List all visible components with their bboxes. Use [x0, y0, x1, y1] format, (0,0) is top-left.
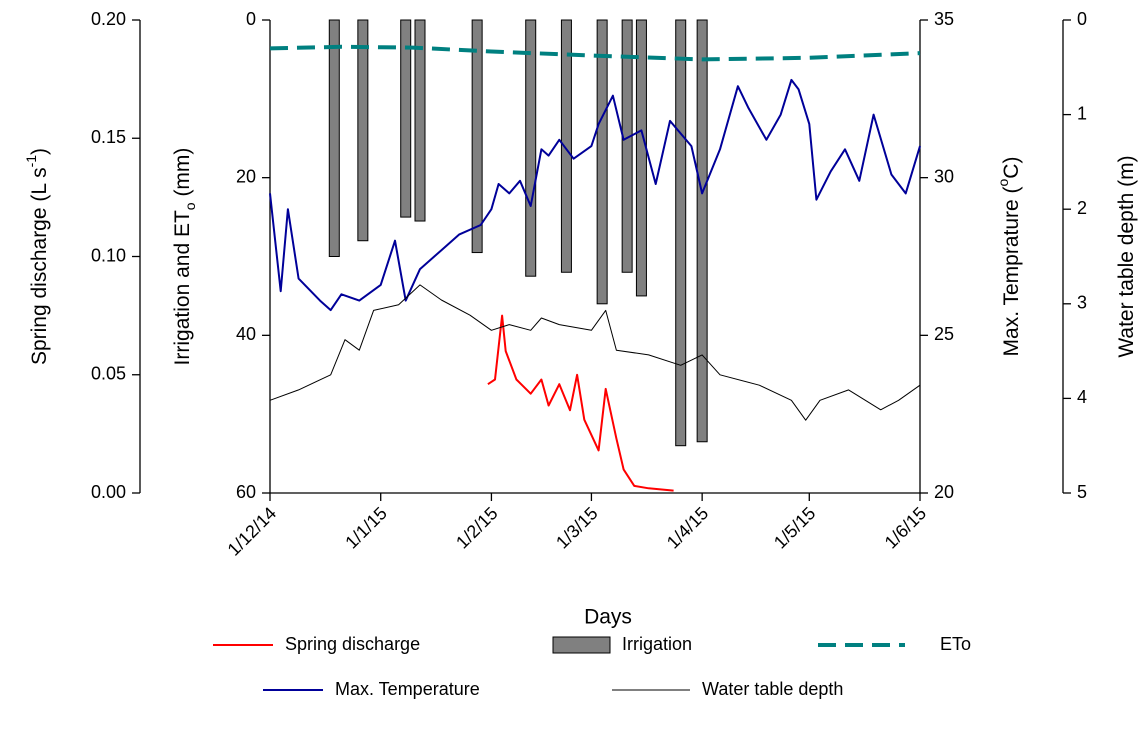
axis-title-part: o [995, 178, 1011, 186]
legend-label: ETo [940, 634, 971, 654]
axis-title-part: o [182, 202, 198, 210]
legend-label: Irrigation [622, 634, 692, 654]
y-tick-label: 0 [1077, 9, 1087, 29]
y-tick-label: 0 [246, 9, 256, 29]
legend-label: Spring discharge [285, 634, 420, 654]
series-line [487, 314, 674, 492]
axis-title-part: Spring discharge (L s [28, 167, 51, 365]
axis-title-part: -1 [23, 155, 39, 168]
y-tick-label: 60 [236, 482, 256, 502]
series-line [269, 284, 921, 421]
bar [635, 19, 647, 297]
y-tick-label: 0.05 [91, 364, 126, 384]
axis-title-part: Irrigation and ET [171, 210, 194, 365]
legend-label: Max. Temperature [335, 679, 480, 699]
y-tick-label: 3 [1077, 293, 1087, 313]
x-axis-title: Days [584, 606, 632, 629]
axis-title-part: ) [28, 148, 51, 155]
axis-title-part: (mm) [171, 148, 194, 203]
x-tick-label: 1/12/14 [224, 503, 281, 560]
y-tick-label: 2 [1077, 198, 1087, 218]
y-tick-label: 0.00 [91, 482, 126, 502]
bar [328, 19, 340, 257]
bar [696, 19, 708, 443]
series-line [269, 44, 921, 62]
x-tick-label: 1/2/15 [452, 503, 502, 553]
legend-label: Water table depth [702, 679, 843, 699]
x-tick-label: 1/3/15 [552, 503, 602, 553]
y-tick-label: 1 [1077, 103, 1087, 123]
legend-swatch [552, 636, 611, 654]
bar [471, 19, 483, 254]
y-tick-label: 40 [236, 324, 256, 344]
y-tick-label: 5 [1077, 482, 1087, 502]
x-tick-label: 1/1/15 [341, 503, 391, 553]
y-tick-label: 25 [934, 324, 954, 344]
bar [560, 19, 572, 273]
y-axis-title: Max. Temprature (oC) [995, 157, 1023, 357]
y-tick-label: 4 [1077, 387, 1087, 407]
y-tick-label: 0.15 [91, 127, 126, 147]
bar [621, 19, 633, 273]
x-tick-label: 1/6/15 [881, 503, 931, 553]
axis-title-part: Max. Temprature ( [1000, 186, 1023, 356]
x-tick-label: 1/4/15 [663, 503, 713, 553]
bar [400, 19, 412, 218]
bar [414, 19, 426, 222]
y-tick-label: 20 [236, 166, 256, 186]
y-tick-label: 35 [934, 9, 954, 29]
bar [357, 19, 369, 242]
x-tick-label: 1/5/15 [770, 503, 820, 553]
y-axis-title: Irrigation and ETo (mm) [171, 148, 198, 366]
bar [596, 19, 608, 305]
axis-title-part: Water table depth (m) [1115, 155, 1138, 357]
y-tick-label: 0.10 [91, 245, 126, 265]
y-tick-label: 0.20 [91, 9, 126, 29]
y-axis-title: Water table depth (m) [1115, 155, 1138, 357]
y-axis-title: Spring discharge (L s-1) [23, 148, 51, 365]
y-tick-label: 30 [934, 166, 954, 186]
series-line [269, 78, 921, 312]
y-tick-label: 20 [934, 482, 954, 502]
bar [525, 19, 537, 277]
axis-title-part: C) [1000, 157, 1023, 179]
bar [675, 19, 687, 447]
